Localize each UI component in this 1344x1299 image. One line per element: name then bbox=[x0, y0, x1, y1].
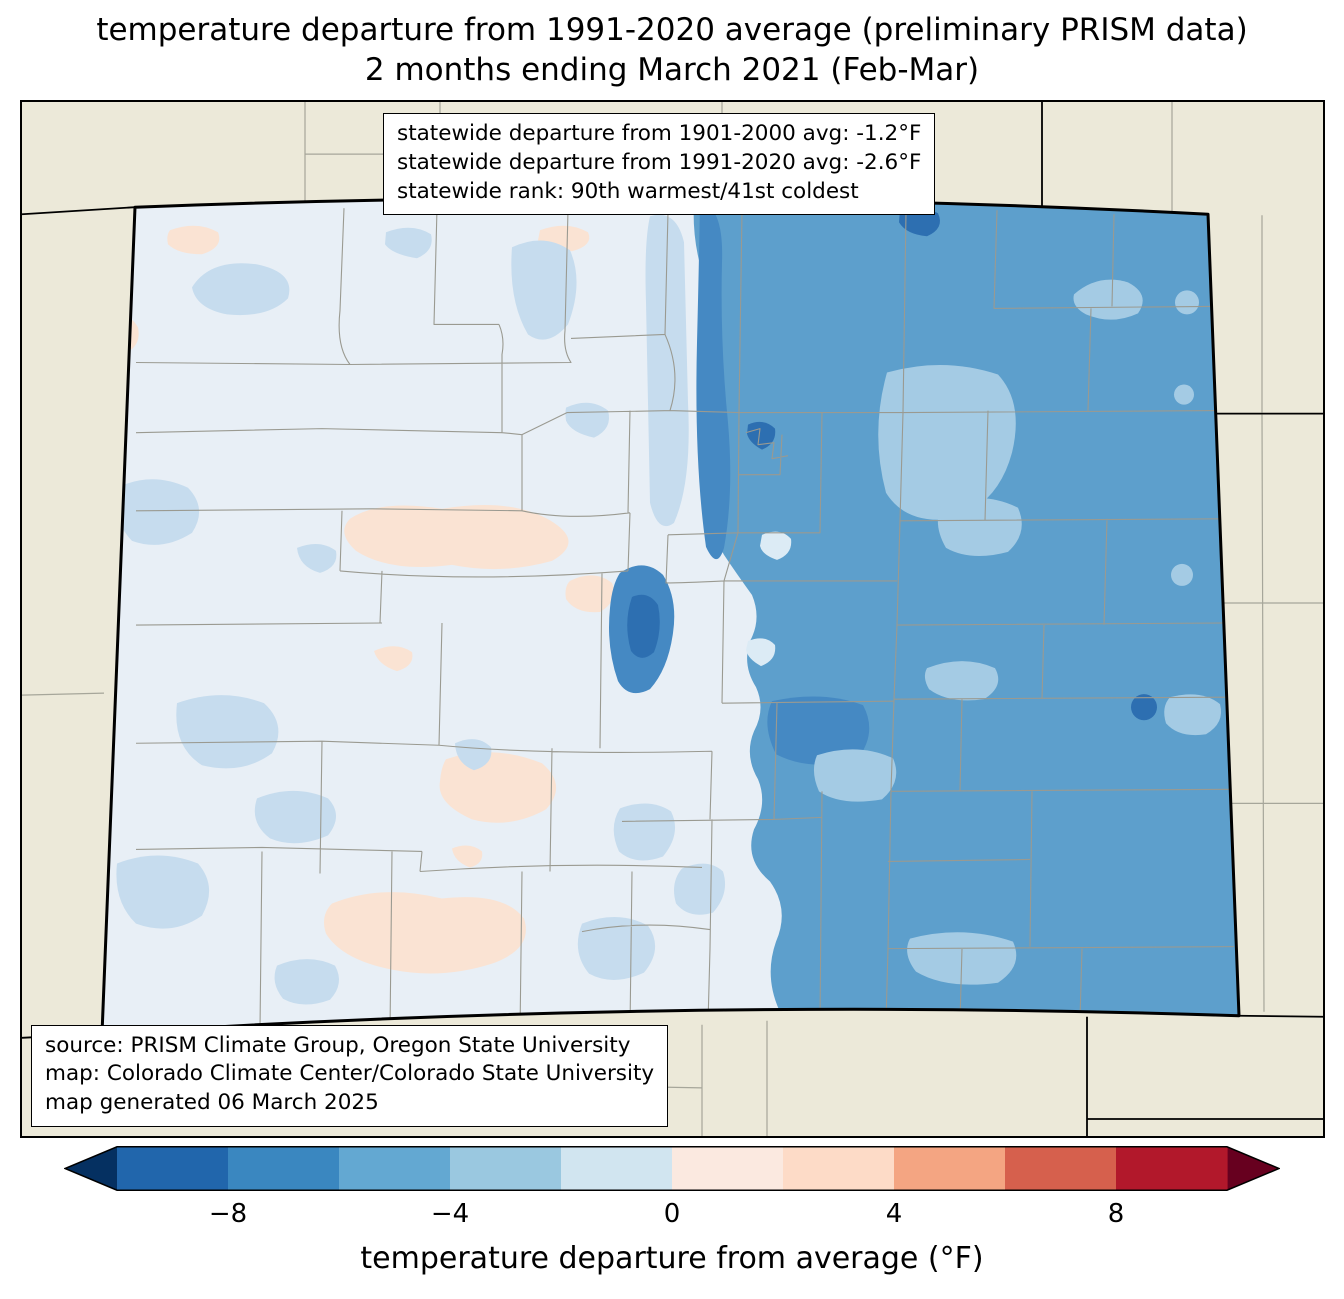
colorado-map bbox=[22, 102, 1323, 1136]
east-region-lighter-patches bbox=[813, 279, 1222, 985]
colorado-fill-layers bbox=[102, 198, 1239, 1034]
cool-patches-light bbox=[116, 214, 726, 1005]
colorbar: −8 −4 0 4 8 temperature departure from avera… bbox=[63, 1146, 1281, 1276]
warm-anomaly-patches bbox=[102, 225, 614, 974]
source-line-2: map: Colorado Climate Center/Colorado St… bbox=[45, 1061, 655, 1087]
neighbor-state-borders bbox=[22, 102, 1323, 1136]
source-line-3: map generated 06 March 2025 bbox=[45, 1090, 379, 1116]
stats-line-2: statewide departure from 1991-2020 avg: … bbox=[397, 149, 922, 175]
stats-line-3: statewide rank: 90th warmest/41st coldes… bbox=[397, 178, 859, 204]
colorbar-label: temperature departure from average (°F) bbox=[360, 1241, 984, 1276]
east-cold-region bbox=[693, 198, 1239, 1016]
colorbar-tick-label: −8 bbox=[208, 1199, 248, 1229]
colorbar-tick-label: 0 bbox=[663, 1199, 681, 1229]
title-line-2: 2 months ending March 2021 (Feb-Mar) bbox=[364, 52, 980, 89]
stats-line-1: statewide departure from 1901-2000 avg: … bbox=[397, 121, 922, 146]
county-lines bbox=[135, 208, 1235, 1034]
colorbar-tick-label: 8 bbox=[1107, 1199, 1125, 1229]
pale-spots bbox=[746, 531, 792, 667]
source-box: source: PRISM Climate Group, Oregon Stat… bbox=[31, 1024, 669, 1127]
source-line-1: source: PRISM Climate Group, Oregon Stat… bbox=[45, 1032, 631, 1058]
title-line-1: temperature departure from 1991-2020 ave… bbox=[96, 12, 1248, 48]
colorbar-ticks: −8 −4 0 4 8 bbox=[117, 1199, 1227, 1233]
page-title: temperature departure from 1991-2020 ave… bbox=[0, 10, 1344, 91]
colorbar-svg bbox=[63, 1146, 1281, 1191]
colorbar-tick-label: −4 bbox=[430, 1199, 470, 1229]
map-frame: statewide departure from 1901-2000 avg: … bbox=[20, 100, 1325, 1138]
stats-box: statewide departure from 1901-2000 avg: … bbox=[383, 113, 936, 216]
east-cold-band bbox=[609, 202, 870, 765]
colorbar-tick-label: 4 bbox=[885, 1199, 903, 1229]
